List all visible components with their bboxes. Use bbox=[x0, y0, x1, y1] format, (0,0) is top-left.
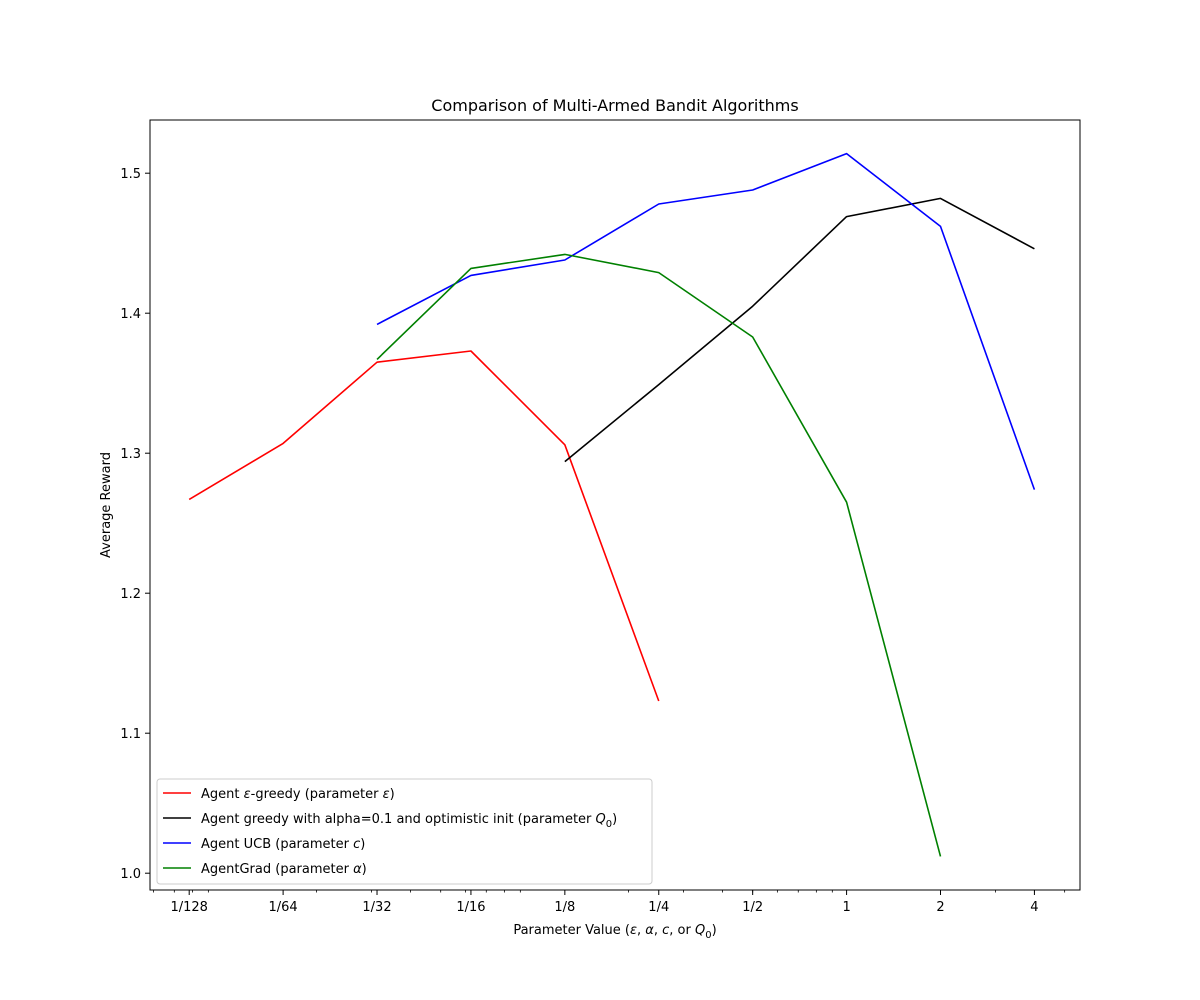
legend-label-part: ε bbox=[383, 787, 390, 802]
legend: Agent ε-greedy (parameter ε) Agent greedy… bbox=[156, 778, 653, 885]
x-tick-label: 1 bbox=[842, 900, 850, 915]
legend-label-2: Agent UCB (parameter c) bbox=[201, 837, 365, 852]
y-tick-label: 1.2 bbox=[120, 587, 141, 602]
legend-label-part: Agent bbox=[201, 787, 244, 802]
y-tick-label: 1.0 bbox=[120, 867, 141, 882]
legend-label-0: Agent ε-greedy (parameter ε) bbox=[201, 787, 395, 802]
x-tick-label: 1/128 bbox=[170, 900, 207, 915]
x-tick-label: 1/2 bbox=[742, 900, 763, 915]
legend-box bbox=[156, 778, 653, 885]
y-tick-label: 1.5 bbox=[120, 167, 141, 182]
legend-label-part: ε bbox=[244, 787, 251, 802]
legend-label-part: ) bbox=[390, 787, 395, 802]
y-tick-label: 1.3 bbox=[120, 447, 141, 462]
x-tick-label: 2 bbox=[936, 900, 944, 915]
legend-label-part: AgentGrad (parameter bbox=[201, 862, 353, 877]
x-tick-label: 1/64 bbox=[269, 900, 298, 915]
x-axis-label-part: , bbox=[637, 923, 645, 938]
x-axis-label-part: ε bbox=[630, 923, 637, 938]
x-axis-label-part: Parameter Value ( bbox=[513, 923, 630, 938]
x-tick-label: 1/8 bbox=[554, 900, 575, 915]
legend-label-3: AgentGrad (parameter α) bbox=[201, 862, 367, 877]
x-tick-label: 1/32 bbox=[362, 900, 391, 915]
x-axis-label-part: ) bbox=[712, 923, 717, 938]
legend-label-part: ) bbox=[362, 862, 367, 877]
legend-label-part: -greedy (parameter bbox=[251, 787, 383, 802]
x-axis-label-part: , or bbox=[669, 923, 695, 938]
series-line-0 bbox=[188, 350, 660, 702]
chart-title: Comparison of Multi-Armed Bandit Algorit… bbox=[431, 96, 798, 115]
x-tick-label: 1/16 bbox=[456, 900, 485, 915]
series-layer bbox=[188, 152, 1036, 857]
legend-label-part: c bbox=[353, 837, 360, 852]
series-line-2 bbox=[376, 152, 1036, 490]
series-line-1 bbox=[564, 197, 1035, 463]
y-axis: 1.0 1.1 1.2 1.3 1.4 1.5 bbox=[120, 167, 150, 882]
y-tick-label: 1.4 bbox=[120, 307, 141, 322]
legend-label-part: Agent UCB (parameter bbox=[201, 837, 353, 852]
legend-label-part: 0 bbox=[606, 819, 612, 830]
x-axis: 1/128 1/64 1/32 1/16 1/8 1/4 1/2 1 2 4 bbox=[153, 890, 1066, 915]
x-tick-label: 1/4 bbox=[648, 900, 669, 915]
x-axis-label-part: 0 bbox=[705, 930, 711, 941]
x-axis-label-part: Q bbox=[695, 923, 705, 938]
x-axis-label: Parameter Value (ε, α, c, or Q0) bbox=[513, 923, 716, 941]
legend-label-part: Q bbox=[596, 812, 606, 827]
x-axis-label-part: α bbox=[645, 923, 654, 938]
x-axis-label-part: c bbox=[662, 923, 669, 938]
legend-label-part: Agent greedy with alpha=0.1 and optimist… bbox=[201, 812, 596, 827]
legend-label-part: α bbox=[353, 862, 362, 877]
plot-area-frame bbox=[149, 119, 1081, 891]
legend-label-1: Agent greedy with alpha=0.1 and optimist… bbox=[201, 812, 617, 830]
legend-label-part: ) bbox=[612, 812, 617, 827]
y-tick-label: 1.1 bbox=[120, 727, 141, 742]
y-axis-label: Average Reward bbox=[99, 452, 114, 558]
series-line-3 bbox=[376, 253, 942, 857]
x-tick-label: 4 bbox=[1030, 900, 1038, 915]
legend-label-part: ) bbox=[360, 837, 365, 852]
x-axis-label-part: , bbox=[654, 923, 662, 938]
